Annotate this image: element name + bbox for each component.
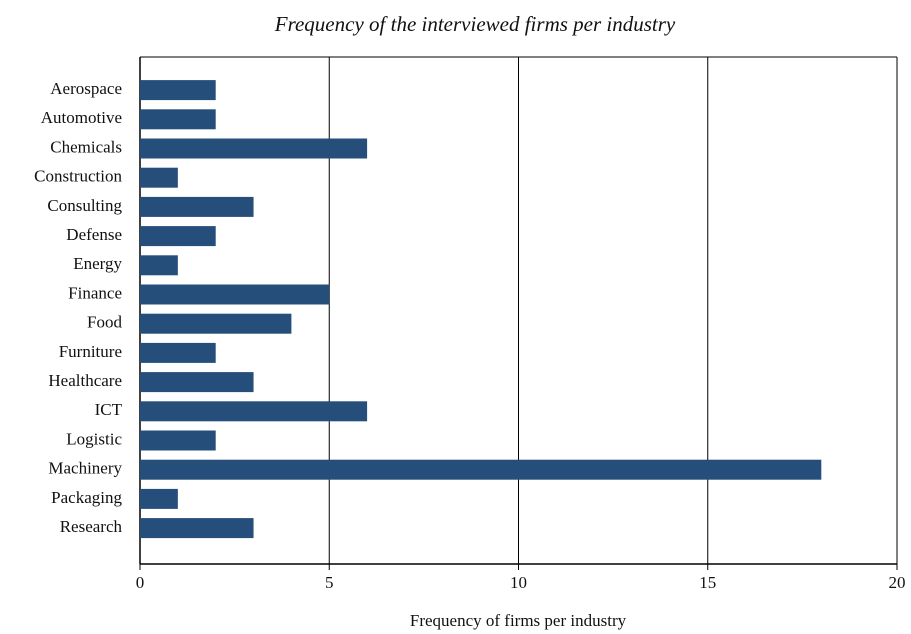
- y-tick-label: Finance: [68, 283, 122, 302]
- y-tick-label: Aerospace: [50, 79, 122, 98]
- y-tick-label: Consulting: [47, 196, 122, 215]
- y-tick-label: Energy: [73, 254, 122, 273]
- bar: [140, 518, 254, 539]
- bar: [140, 459, 822, 480]
- bar: [140, 138, 368, 159]
- y-tick-label: Furniture: [59, 342, 122, 361]
- y-tick-label: Chemicals: [50, 137, 122, 156]
- y-tick-label: Healthcare: [48, 371, 122, 390]
- y-tick-label: Food: [87, 313, 122, 332]
- bar: [140, 488, 178, 509]
- y-tick-label: Packaging: [51, 488, 122, 507]
- y-tick-label: Machinery: [48, 459, 122, 478]
- x-tick-label: 15: [699, 573, 716, 592]
- bar: [140, 313, 292, 334]
- bar: [140, 284, 330, 305]
- x-tick-label: 5: [325, 573, 334, 592]
- bar: [140, 226, 216, 247]
- bar: [140, 430, 216, 451]
- bar: [140, 372, 254, 393]
- x-axis-label: Frequency of firms per industry: [410, 611, 627, 630]
- x-tick-label: 0: [136, 573, 145, 592]
- y-tick-label: ICT: [95, 400, 123, 419]
- y-tick-label: Defense: [66, 225, 122, 244]
- bar: [140, 167, 178, 188]
- y-tick-label: Automotive: [41, 108, 122, 127]
- x-tick-label: 20: [889, 573, 906, 592]
- y-tick-label: Research: [60, 517, 123, 536]
- bar: [140, 196, 254, 217]
- bar: [140, 109, 216, 130]
- bar: [140, 401, 368, 422]
- x-tick-label: 10: [510, 573, 527, 592]
- bar: [140, 342, 216, 363]
- y-tick-label: Construction: [34, 167, 122, 186]
- chart-title: Frequency of the interviewed firms per i…: [274, 12, 676, 36]
- y-tick-label: Logistic: [66, 429, 122, 448]
- bar: [140, 80, 216, 101]
- bar: [140, 255, 178, 276]
